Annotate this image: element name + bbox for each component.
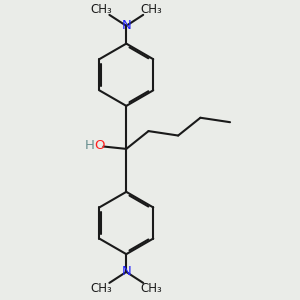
Text: H: H — [85, 140, 95, 152]
Text: CH₃: CH₃ — [141, 3, 162, 16]
Text: O: O — [94, 140, 105, 152]
Text: N: N — [122, 266, 131, 278]
Text: N: N — [122, 19, 131, 32]
Text: CH₃: CH₃ — [90, 282, 112, 295]
Text: CH₃: CH₃ — [141, 282, 162, 295]
Text: CH₃: CH₃ — [90, 3, 112, 16]
